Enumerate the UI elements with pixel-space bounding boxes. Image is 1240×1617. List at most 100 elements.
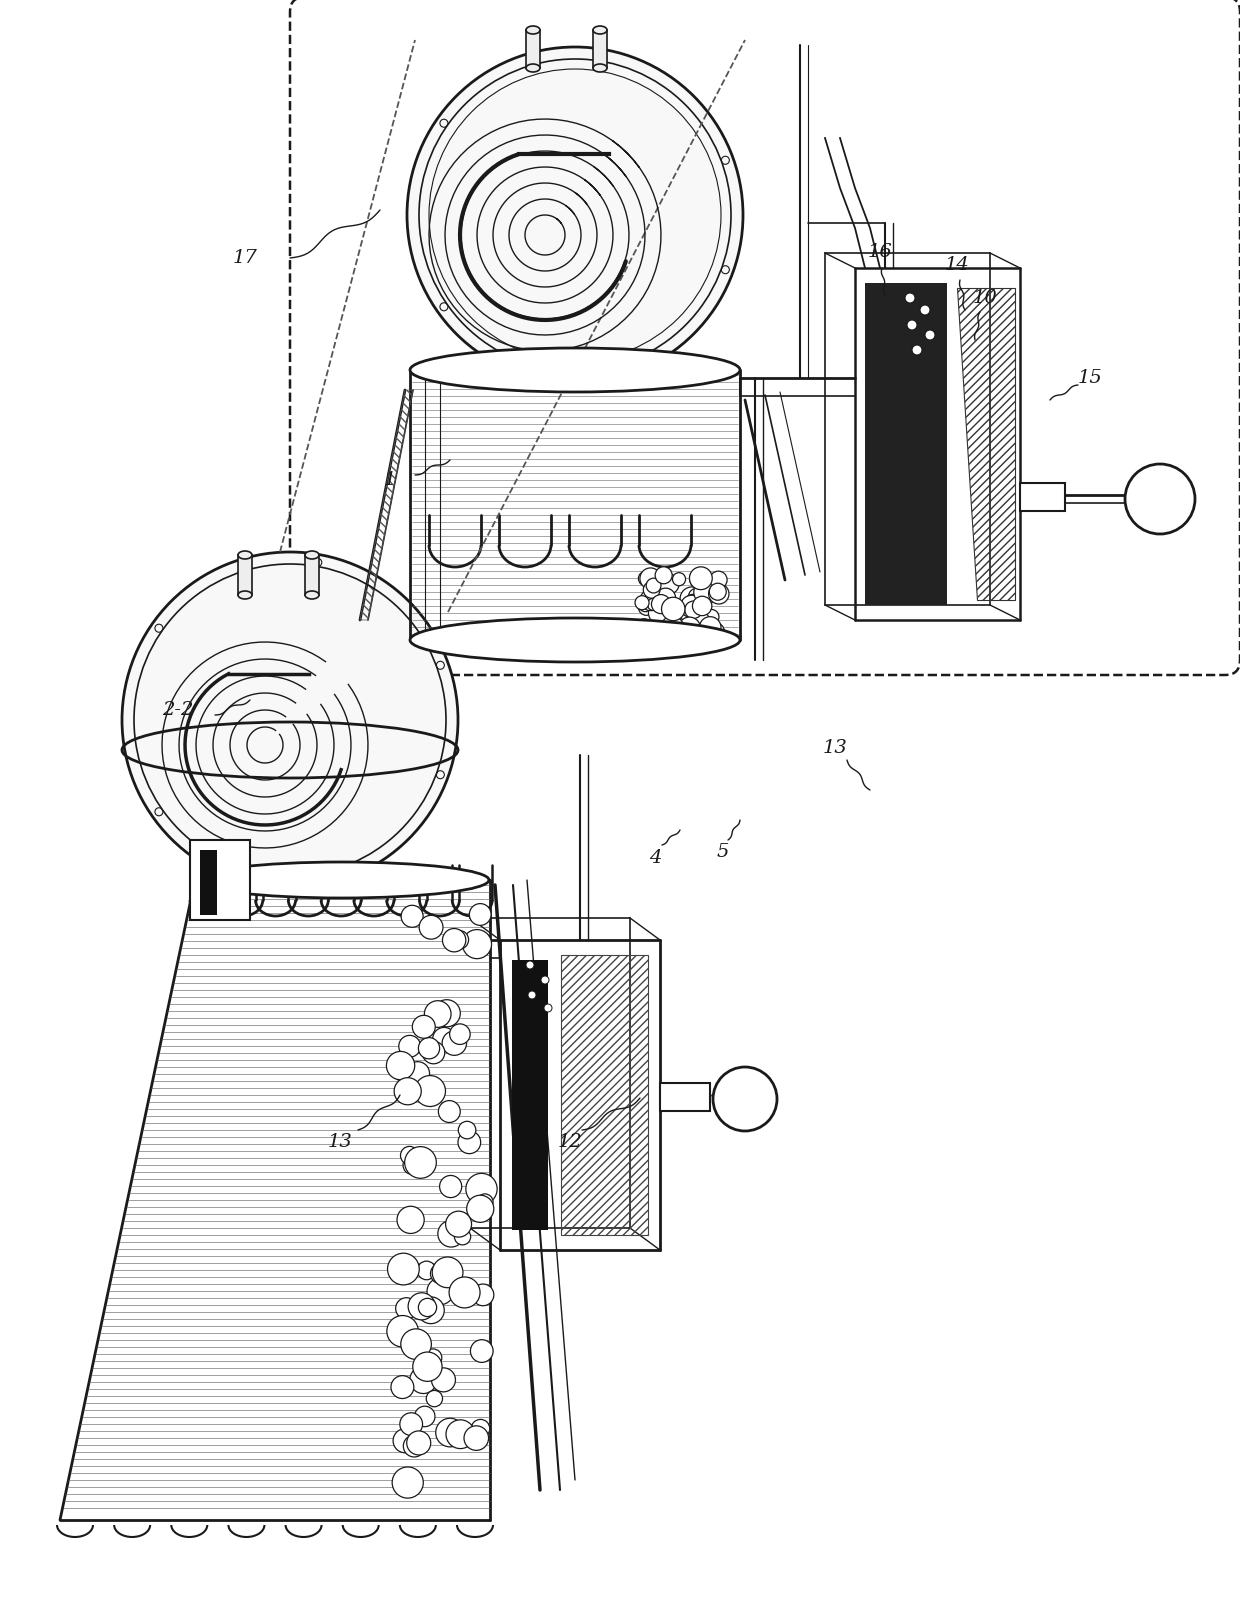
Bar <box>190 839 250 920</box>
Circle shape <box>424 1001 451 1027</box>
Circle shape <box>656 589 676 608</box>
Circle shape <box>639 600 651 611</box>
Circle shape <box>911 344 923 356</box>
Circle shape <box>408 1292 435 1319</box>
Ellipse shape <box>238 590 252 598</box>
Circle shape <box>541 977 549 985</box>
Circle shape <box>644 582 660 598</box>
Text: 15: 15 <box>1078 369 1102 386</box>
FancyBboxPatch shape <box>290 0 1240 674</box>
Circle shape <box>463 930 491 959</box>
Circle shape <box>640 568 661 589</box>
Circle shape <box>636 619 652 634</box>
Circle shape <box>688 589 707 606</box>
Circle shape <box>418 1297 444 1324</box>
Circle shape <box>446 1420 475 1449</box>
Ellipse shape <box>238 551 252 559</box>
Circle shape <box>405 1062 429 1085</box>
Circle shape <box>391 1376 414 1399</box>
Circle shape <box>693 593 709 608</box>
Circle shape <box>709 584 727 600</box>
Circle shape <box>418 1038 440 1059</box>
Circle shape <box>433 1256 463 1287</box>
Circle shape <box>414 1407 435 1426</box>
Circle shape <box>432 1368 455 1392</box>
Circle shape <box>417 1261 436 1279</box>
Circle shape <box>401 1146 419 1164</box>
Circle shape <box>466 1174 497 1205</box>
Circle shape <box>399 1413 423 1436</box>
Circle shape <box>399 1035 420 1058</box>
Circle shape <box>466 1195 494 1222</box>
Circle shape <box>413 1015 435 1038</box>
Circle shape <box>392 1059 414 1082</box>
Circle shape <box>403 1436 425 1457</box>
Circle shape <box>407 47 743 383</box>
Circle shape <box>414 1075 445 1106</box>
Text: 16: 16 <box>868 243 893 260</box>
Circle shape <box>409 1366 436 1394</box>
Text: 10: 10 <box>972 289 997 307</box>
Circle shape <box>699 616 720 639</box>
Circle shape <box>392 1467 423 1497</box>
Text: 13: 13 <box>327 1134 352 1151</box>
Circle shape <box>708 584 729 605</box>
Circle shape <box>640 590 661 611</box>
Bar <box>526 31 539 68</box>
Circle shape <box>646 579 661 593</box>
Circle shape <box>396 1298 417 1319</box>
Circle shape <box>422 1041 438 1058</box>
Circle shape <box>476 1193 494 1210</box>
Bar <box>593 31 608 68</box>
Circle shape <box>450 1024 470 1045</box>
Circle shape <box>528 991 536 999</box>
Circle shape <box>397 1206 424 1234</box>
Circle shape <box>639 598 655 616</box>
Circle shape <box>672 618 684 631</box>
Circle shape <box>684 602 702 619</box>
Circle shape <box>661 616 684 640</box>
Ellipse shape <box>526 65 539 73</box>
Circle shape <box>435 1418 464 1447</box>
Bar <box>1021 483 1065 511</box>
Circle shape <box>122 551 458 888</box>
Circle shape <box>427 1391 443 1407</box>
Circle shape <box>680 587 704 611</box>
Circle shape <box>424 1349 441 1366</box>
Circle shape <box>423 1041 445 1064</box>
Circle shape <box>660 574 680 593</box>
Text: 1: 1 <box>384 471 397 488</box>
Circle shape <box>544 1004 552 1012</box>
Circle shape <box>1125 464 1195 534</box>
Circle shape <box>639 571 653 585</box>
Circle shape <box>905 293 915 302</box>
Circle shape <box>647 598 660 611</box>
Circle shape <box>450 930 469 949</box>
Circle shape <box>707 623 724 640</box>
Circle shape <box>443 1032 466 1056</box>
Circle shape <box>681 595 703 618</box>
Polygon shape <box>512 960 548 1231</box>
Ellipse shape <box>410 618 740 661</box>
Circle shape <box>413 1352 443 1381</box>
Circle shape <box>471 1420 490 1438</box>
Text: 5: 5 <box>717 842 729 860</box>
Circle shape <box>649 602 672 624</box>
Circle shape <box>655 566 672 584</box>
Circle shape <box>906 320 918 330</box>
Circle shape <box>713 1067 777 1130</box>
Circle shape <box>454 1229 471 1245</box>
Text: 14: 14 <box>945 255 970 273</box>
Circle shape <box>433 999 460 1027</box>
Circle shape <box>387 1316 418 1347</box>
Circle shape <box>920 306 930 315</box>
Text: 17: 17 <box>233 249 258 267</box>
Ellipse shape <box>305 590 319 598</box>
Circle shape <box>393 1429 417 1452</box>
Ellipse shape <box>526 26 539 34</box>
Bar <box>660 1083 711 1111</box>
Circle shape <box>692 597 712 616</box>
Circle shape <box>439 1101 460 1122</box>
Circle shape <box>925 330 935 340</box>
Circle shape <box>427 1277 454 1305</box>
